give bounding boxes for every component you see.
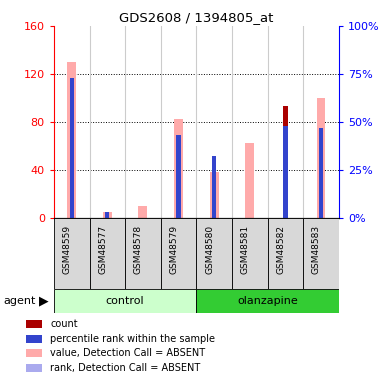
Bar	[196, 289, 339, 313]
Text: GSM48578: GSM48578	[134, 225, 143, 274]
Bar	[103, 211, 112, 217]
Bar	[161, 217, 196, 289]
Text: olanzapine: olanzapine	[237, 296, 298, 306]
Bar	[139, 206, 147, 218]
Bar	[210, 172, 219, 217]
Text: GSM48579: GSM48579	[169, 225, 179, 274]
Text: GSM48583: GSM48583	[312, 225, 321, 274]
Bar	[26, 364, 42, 372]
Bar	[176, 135, 181, 218]
Bar	[54, 217, 90, 289]
Bar	[26, 349, 42, 357]
Bar	[319, 128, 323, 218]
Bar	[26, 320, 42, 328]
Text: percentile rank within the sample: percentile rank within the sample	[50, 334, 216, 344]
Text: GSM48580: GSM48580	[205, 225, 214, 274]
Bar	[90, 217, 125, 289]
Bar	[196, 217, 232, 289]
Bar	[105, 212, 109, 217]
Bar	[283, 106, 288, 218]
Bar	[316, 98, 325, 218]
Text: GSM48577: GSM48577	[98, 225, 107, 274]
Bar	[303, 217, 339, 289]
Bar	[26, 334, 42, 343]
Text: GSM48582: GSM48582	[276, 225, 285, 274]
Bar	[268, 217, 303, 289]
Text: count: count	[50, 319, 78, 329]
Bar	[283, 126, 288, 218]
Bar	[125, 217, 161, 289]
Bar	[70, 78, 74, 218]
Bar	[54, 289, 196, 313]
Text: value, Detection Call = ABSENT: value, Detection Call = ABSENT	[50, 348, 206, 358]
Text: control: control	[106, 296, 144, 306]
Text: rank, Detection Call = ABSENT: rank, Detection Call = ABSENT	[50, 363, 201, 373]
Text: ▶: ▶	[38, 294, 48, 307]
Text: agent: agent	[4, 296, 36, 306]
Bar	[232, 217, 268, 289]
Text: GSM48581: GSM48581	[241, 225, 250, 274]
Bar	[212, 156, 216, 218]
Text: GSM48559: GSM48559	[63, 225, 72, 274]
Bar	[67, 62, 76, 217]
Bar	[174, 120, 183, 218]
Title: GDS2608 / 1394805_at: GDS2608 / 1394805_at	[119, 11, 273, 24]
Bar	[245, 143, 254, 218]
